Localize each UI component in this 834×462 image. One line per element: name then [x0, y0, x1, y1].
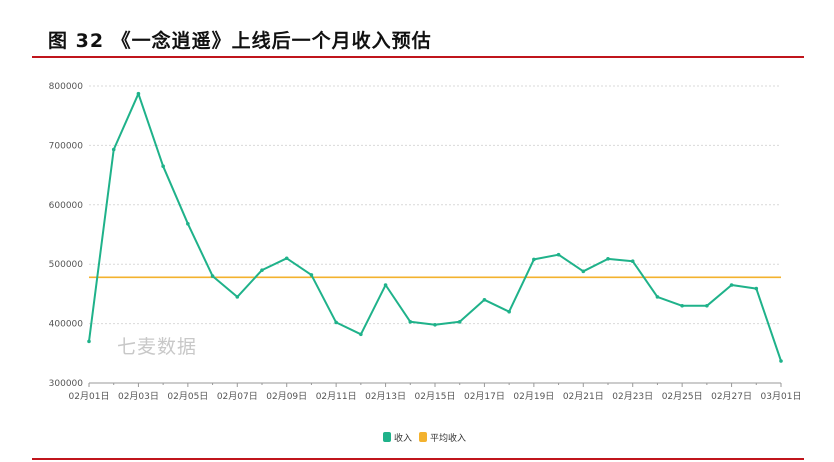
data-point [729, 283, 734, 287]
data-point [284, 256, 289, 261]
x-tick-label: 02月05日 [167, 391, 208, 402]
income-series [87, 91, 783, 363]
data-point [630, 259, 635, 264]
data-point [705, 303, 709, 308]
x-tick-label: 02月09日 [266, 391, 307, 402]
x-tick-label: 02月17日 [464, 391, 505, 402]
x-tick-label: 02月11日 [316, 391, 357, 402]
data-point [408, 320, 413, 324]
x-axis: 02月01日 02月03日 02月05日 02月07日 02月09日 02月11日 02月1… [69, 382, 802, 402]
y-tick-label: 500000 [49, 260, 84, 270]
x-tick-label: 02月27日 [711, 391, 752, 402]
data-point [359, 332, 363, 337]
x-tick-label: 02月13日 [365, 391, 406, 402]
data-point [309, 273, 314, 277]
data-point [754, 286, 759, 291]
data-point [556, 252, 561, 257]
data-point [235, 295, 240, 299]
data-point [606, 257, 610, 261]
legend-label-average: 平均收入 [430, 432, 466, 444]
data-point [334, 320, 338, 325]
x-tick-label: 02月01日 [69, 391, 110, 402]
y-axis: 300000 400000 500000 600000 700000 800000 [49, 82, 84, 389]
data-point [482, 298, 487, 302]
x-tick-label: 02月15日 [415, 391, 456, 402]
data-point [680, 303, 684, 308]
x-tick-label: 02月07日 [217, 391, 258, 402]
legend-swatch-average [419, 432, 427, 442]
top-rule [32, 56, 804, 58]
data-point [457, 320, 462, 324]
x-tick-label: 02月21日 [563, 391, 604, 402]
data-point [507, 309, 511, 314]
watermark-text: 七麦数据 [117, 336, 198, 358]
y-tick-label: 800000 [49, 82, 84, 92]
legend-swatch-income [383, 432, 391, 442]
x-tick-label: 02月03日 [118, 391, 159, 402]
y-tick-label: 400000 [49, 320, 84, 330]
data-point [210, 274, 215, 278]
bottom-rule [32, 458, 804, 460]
y-tick-label: 600000 [49, 201, 84, 211]
figure-title: 图 32 《一念逍遥》上线后一个月收入预估 [48, 30, 432, 52]
x-tick-label: 02月19日 [513, 391, 554, 402]
legend: 收入 平均收入 [383, 432, 466, 444]
y-tick-label: 300000 [49, 379, 84, 389]
data-point [186, 222, 190, 226]
x-tick-label: 02月23日 [612, 391, 653, 402]
x-tick-label: 02月25日 [662, 391, 703, 402]
data-point [779, 359, 783, 363]
data-point [111, 147, 116, 152]
data-point [136, 91, 141, 96]
data-point [383, 283, 388, 287]
data-point [433, 322, 437, 327]
data-point [260, 268, 264, 272]
income-line [88, 92, 782, 362]
grid-lines [89, 85, 781, 325]
legend-label-income: 收入 [394, 432, 412, 444]
y-tick-label: 700000 [49, 141, 84, 151]
data-point [532, 257, 536, 262]
data-point [581, 269, 586, 274]
data-point [655, 295, 660, 299]
data-point [87, 339, 91, 344]
x-tick-label: 03月01日 [761, 391, 802, 402]
data-point [161, 164, 165, 168]
